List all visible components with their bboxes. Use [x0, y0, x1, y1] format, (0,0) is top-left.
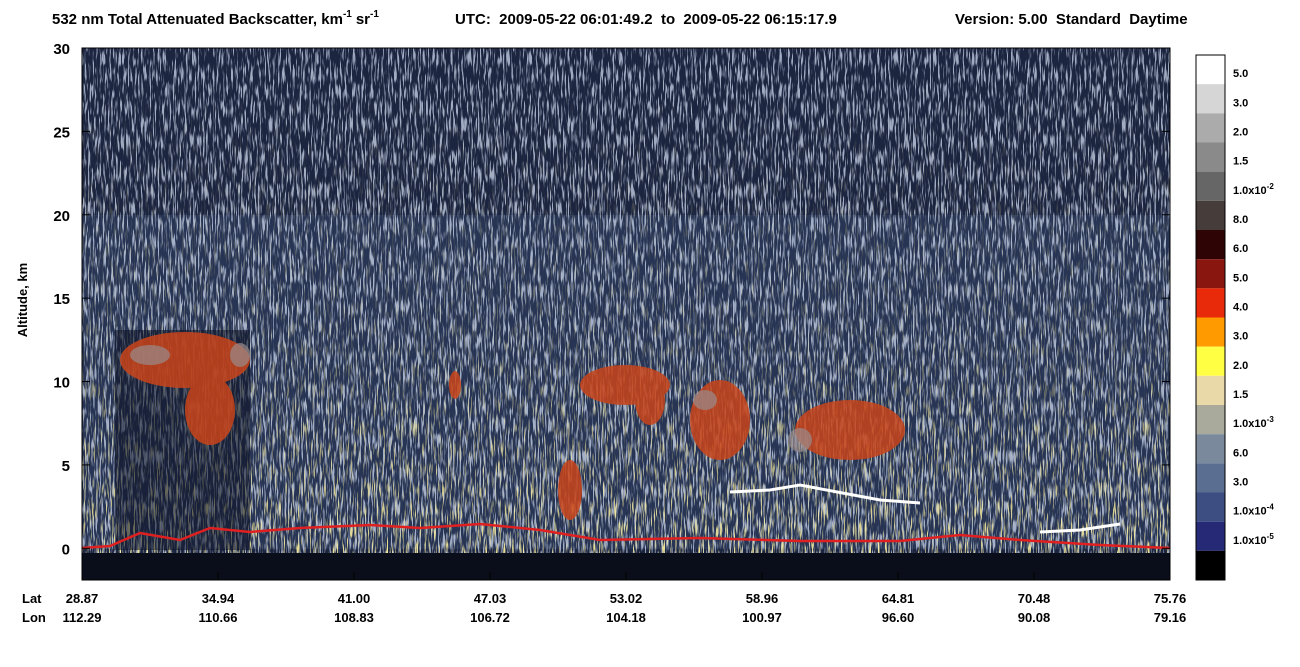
x-tick-label: 34.94 — [202, 591, 235, 606]
colorbar-label-text: 3.0 — [1233, 97, 1248, 109]
chart-title: 532 nm Total Attenuated Backscatter, km-… — [52, 9, 379, 28]
colorbar-label-text: 5.0 — [1233, 68, 1248, 80]
x-tick-label: 106.72 — [470, 610, 510, 625]
colorbar-label-text: 8.0 — [1233, 214, 1248, 226]
colorbar-label-text: 3.0 — [1233, 477, 1248, 489]
colorbar-swatch — [1196, 434, 1225, 464]
x-tick-label: 41.00 — [338, 591, 371, 606]
colorbar-label: 4.0 — [1233, 302, 1248, 314]
x-tick-label: 64.81 — [882, 591, 915, 606]
colorbar-swatch — [1196, 375, 1225, 405]
y-tick-label: 20 — [53, 208, 70, 225]
title-time: UTC: 2009-05-22 06:01:49.2 to 2009-05-22… — [455, 11, 837, 28]
colorbar-label: 2.0 — [1233, 360, 1248, 372]
x-tick-label: 90.08 — [1018, 610, 1051, 625]
title-version: Version: 5.00 Standard Daytime — [955, 11, 1188, 28]
colorbar-label: 1.5 — [1233, 156, 1248, 168]
colorbar-swatch — [1196, 171, 1225, 201]
colorbar-label: 6.0 — [1233, 447, 1248, 459]
colorbar-swatch — [1196, 259, 1225, 289]
colorbar-frame — [1195, 54, 1226, 581]
colorbar-label: 1.0x10-4 — [1233, 503, 1274, 518]
x-tick-label: 47.03 — [474, 591, 507, 606]
x-row-label: Lat — [22, 591, 42, 606]
y-tick-label: 5 — [62, 458, 70, 475]
colorbar-label-text: 1.0x10 — [1233, 185, 1267, 197]
colorbar-label: 1.5 — [1233, 389, 1248, 401]
x-tick-label: 75.76 — [1154, 591, 1187, 606]
colorbar-swatch — [1196, 317, 1225, 347]
x-tick-label: 58.96 — [746, 591, 779, 606]
x-tick-label: 70.48 — [1018, 591, 1051, 606]
colorbar-label: 1.0x10-2 — [1233, 182, 1274, 197]
colorbar-swatch — [1196, 142, 1225, 172]
colorbar-label-text: 6.0 — [1233, 447, 1248, 459]
colorbar-swatch — [1196, 84, 1225, 114]
colorbar-label: 3.0 — [1233, 477, 1248, 489]
colorbar-label-text: 5.0 — [1233, 272, 1248, 284]
colorbar-label: 8.0 — [1233, 214, 1248, 226]
colorbar-label-text: 6.0 — [1233, 243, 1248, 255]
y-axis-label: Altitude, km — [15, 263, 30, 337]
x-tick-label: 104.18 — [606, 610, 646, 625]
colorbar-swatch — [1196, 230, 1225, 260]
x-tick-label: 100.97 — [742, 610, 782, 625]
y-tick-label: 0 — [62, 541, 70, 558]
colorbar-label: 2.0 — [1233, 127, 1248, 139]
colorbar-label: 3.0 — [1233, 97, 1248, 109]
colorbar-label-text: 1.5 — [1233, 389, 1248, 401]
colorbar-label-text: 1.0x10 — [1233, 506, 1267, 518]
colorbar-label-text: 3.0 — [1233, 331, 1248, 343]
colorbar-swatch — [1196, 55, 1225, 85]
colorbar-label-text: 2.0 — [1233, 127, 1248, 139]
y-tick-label: 15 — [53, 291, 70, 308]
y-tick-label: 10 — [53, 375, 70, 392]
colorbar-swatch — [1196, 550, 1225, 580]
colorbar-swatch — [1196, 492, 1225, 522]
curtain-image — [82, 48, 1170, 580]
colorbar-label: 5.0 — [1233, 272, 1248, 284]
colorbar-label: 3.0 — [1233, 331, 1248, 343]
colorbar-swatch — [1196, 288, 1225, 318]
colorbar-label-exp: -3 — [1267, 415, 1275, 424]
colorbar-label-text: 2.0 — [1233, 360, 1248, 372]
title-exp: -1 — [370, 9, 379, 20]
x-tick-label: 79.16 — [1154, 610, 1187, 625]
colorbar-swatch — [1196, 405, 1225, 435]
colorbar-label-text: 1.5 — [1233, 156, 1248, 168]
colorbar-label: 1.0x10-3 — [1233, 415, 1274, 430]
x-tick-label: 110.66 — [198, 610, 237, 625]
colorbar-swatch — [1196, 113, 1225, 143]
x-tick-label: 108.83 — [334, 610, 374, 625]
colorbar-swatch — [1196, 346, 1225, 376]
y-tick-label: 25 — [53, 124, 70, 141]
x-tick-label: 53.02 — [610, 591, 643, 606]
x-row-label: Lon — [22, 610, 46, 625]
colorbar-swatch — [1196, 463, 1225, 493]
colorbar-label: 6.0 — [1233, 243, 1248, 255]
colorbar-label-exp: -5 — [1267, 532, 1275, 541]
title-exp: -1 — [343, 9, 352, 20]
colorbar-label-exp: -2 — [1267, 182, 1275, 191]
colorbar-label: 1.0x10-5 — [1233, 532, 1274, 547]
colorbar-swatch — [1196, 521, 1225, 551]
x-tick-label: 112.29 — [62, 610, 101, 625]
colorbar-swatch — [1196, 200, 1225, 230]
y-tick-label: 30 — [53, 41, 70, 58]
x-tick-label: 28.87 — [66, 591, 99, 606]
colorbar-label: 5.0 — [1233, 68, 1248, 80]
x-tick-label: 96.60 — [882, 610, 915, 625]
title-main: 532 nm Total Attenuated Backscatter, km — [52, 11, 343, 28]
title-unit: sr — [356, 11, 370, 28]
colorbar-label-text: 4.0 — [1233, 302, 1248, 314]
colorbar-label-text: 1.0x10 — [1233, 418, 1267, 430]
colorbar-label-exp: -4 — [1267, 503, 1275, 512]
colorbar-label-text: 1.0x10 — [1233, 535, 1267, 547]
